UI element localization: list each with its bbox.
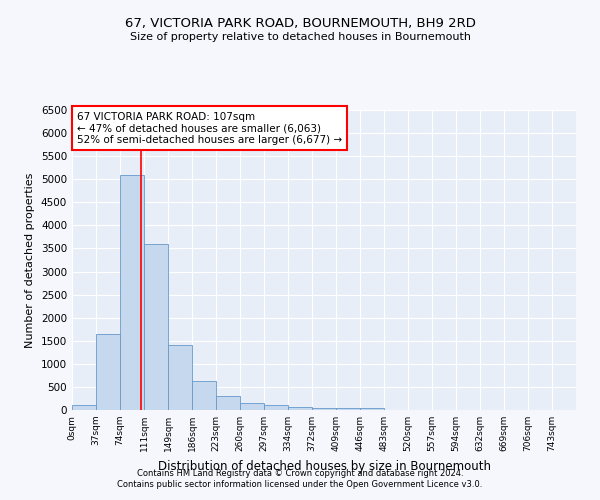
Text: Contains public sector information licensed under the Open Government Licence v3: Contains public sector information licen… [118, 480, 482, 489]
Bar [72, 406, 96, 410]
Bar [192, 382, 216, 410]
Bar [240, 402, 264, 410]
Bar [144, 244, 168, 410]
Bar [360, 408, 384, 410]
X-axis label: Distribution of detached houses by size in Bournemouth: Distribution of detached houses by size … [157, 460, 491, 472]
Bar [312, 408, 336, 410]
Text: 67 VICTORIA PARK ROAD: 107sqm
← 47% of detached houses are smaller (6,063)
52% o: 67 VICTORIA PARK ROAD: 107sqm ← 47% of d… [77, 112, 342, 144]
Bar [120, 174, 144, 410]
Bar [96, 334, 120, 410]
Bar [168, 346, 192, 410]
Text: Size of property relative to detached houses in Bournemouth: Size of property relative to detached ho… [130, 32, 470, 42]
Bar [288, 407, 312, 410]
Y-axis label: Number of detached properties: Number of detached properties [25, 172, 35, 348]
Text: 67, VICTORIA PARK ROAD, BOURNEMOUTH, BH9 2RD: 67, VICTORIA PARK ROAD, BOURNEMOUTH, BH9… [125, 18, 475, 30]
Bar [216, 396, 240, 410]
Bar [336, 408, 360, 410]
Bar [264, 406, 288, 410]
Text: Contains HM Land Registry data © Crown copyright and database right 2024.: Contains HM Land Registry data © Crown c… [137, 468, 463, 477]
